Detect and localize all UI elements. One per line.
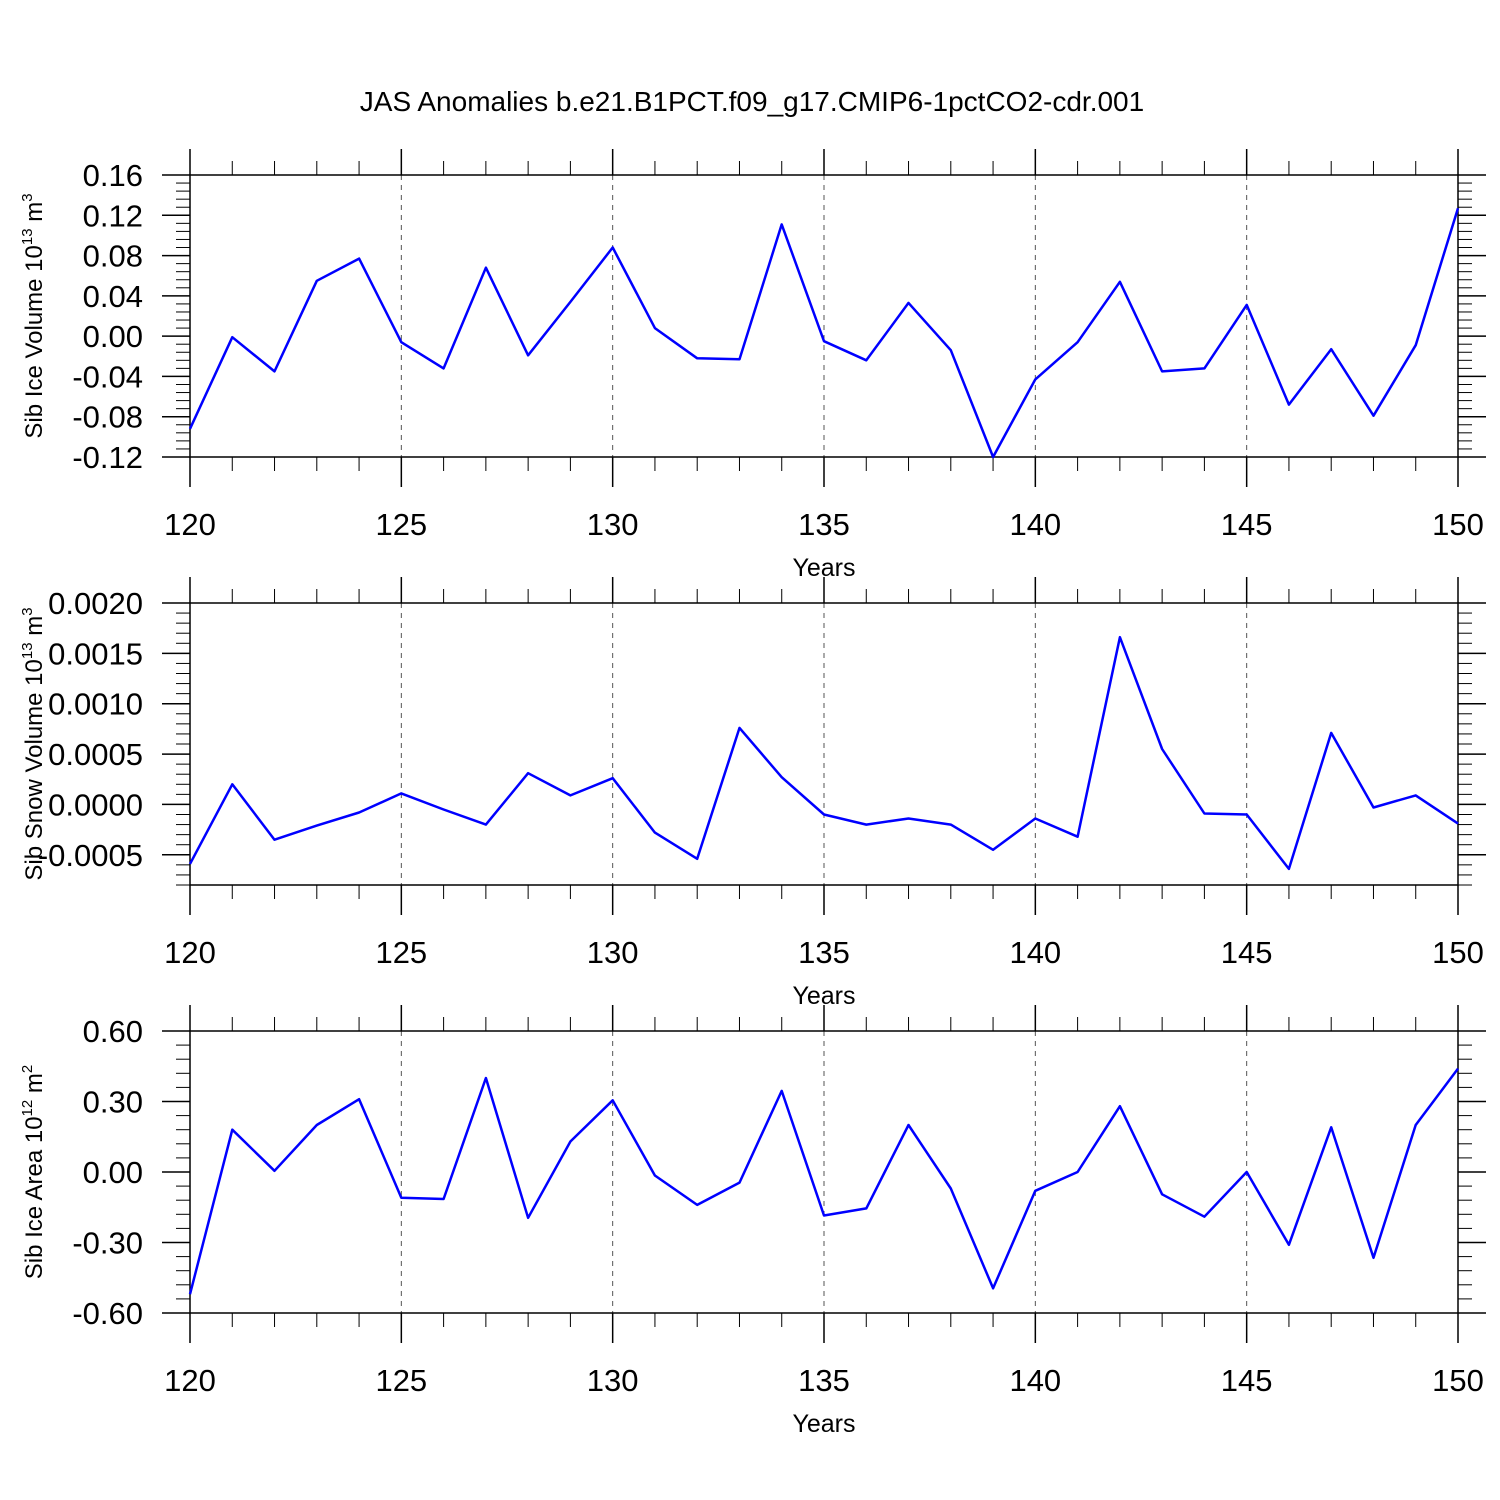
series-line (188, 1067, 1459, 1295)
panel-3: 120 125 130 135 140 145 150 Years -0.60 -0.30 0.00… (19, 1005, 1486, 1438)
y-tick-label: 0.0005 (48, 737, 143, 772)
y-tick-label: 0.04 (83, 279, 143, 314)
x-tick-label: 145 (1221, 1363, 1273, 1398)
x-tick-label: 145 (1221, 507, 1273, 542)
panel-2: 120 125 130 135 140 145 150Years-0.00050.00000… (19, 577, 1486, 1010)
y-tick-label: 0.08 (83, 239, 143, 274)
y-tick-label: -0.12 (72, 440, 143, 475)
x-tick-label: 140 (1009, 1363, 1061, 1398)
y-tick-label: 0.0015 (48, 636, 143, 671)
x-tick-label: 135 (798, 935, 850, 970)
panels: 120 125 130 135 140 145 150 Years -0.12 -0.08 -0.0… (19, 149, 1486, 1438)
x-tick-label: 125 (375, 935, 427, 970)
plot-frame (189, 174, 1459, 458)
y-tick-label: 0.16 (83, 158, 143, 193)
x-tick-label: 150 (1432, 1363, 1484, 1398)
y-tick-label: 0.0020 (48, 586, 143, 621)
y-tick-label: 0.60 (83, 1014, 143, 1049)
x-tick-label: 130 (587, 1363, 639, 1398)
series-line (188, 635, 1459, 871)
y-axis-title: Sib Snow Volume 1013 m3 (19, 607, 48, 880)
y-tick-label: -0.30 (72, 1226, 143, 1261)
x-tick-label: 135 (798, 1363, 850, 1398)
plot-frame (189, 1030, 1459, 1314)
y-tick-label: 0.0010 (48, 687, 143, 722)
x-tick-label: 150 (1432, 935, 1484, 970)
y-tick-label: 0.12 (83, 198, 143, 233)
y-tick-label: 0.00 (83, 1155, 143, 1190)
plot-frame (189, 602, 1459, 886)
x-tick-label: 145 (1221, 935, 1273, 970)
x-tick-label: 120 (164, 935, 216, 970)
y-axis-title: Sib Ice Area 1012 m2 (19, 1065, 48, 1279)
y-tick-label: -0.60 (72, 1296, 143, 1331)
x-tick-label: 130 (587, 935, 639, 970)
x-tick-label: 135 (798, 507, 850, 542)
x-tick-label: 125 (375, 507, 427, 542)
x-tick-label: 130 (587, 507, 639, 542)
x-axis-title: Years (792, 1410, 855, 1438)
x-tick-label: 125 (375, 1363, 427, 1398)
y-tick-label: -0.08 (72, 400, 143, 435)
x-tick-label: 140 (1009, 507, 1061, 542)
chart-title: JAS Anomalies b.e21.B1PCT.f09_g17.CMIP6-… (360, 86, 1144, 117)
y-axis-title: Sib Ice Volume 1013 m3 (19, 193, 48, 438)
x-tick-label: 150 (1432, 507, 1484, 542)
y-tick-label: -0.0005 (38, 838, 143, 873)
y-tick-label: 0.00 (83, 319, 143, 354)
x-tick-label: 120 (164, 507, 216, 542)
y-tick-label: -0.04 (72, 359, 143, 394)
panel-1: 120 125 130 135 140 145 150Years-0.12-0.08-0.0… (19, 149, 1486, 582)
series-line (188, 207, 1460, 459)
y-tick-label: 0.0000 (48, 787, 143, 822)
x-tick-label: 120 (164, 1363, 216, 1398)
x-tick-label: 140 (1009, 935, 1061, 970)
y-tick-label: 0.30 (83, 1085, 143, 1120)
